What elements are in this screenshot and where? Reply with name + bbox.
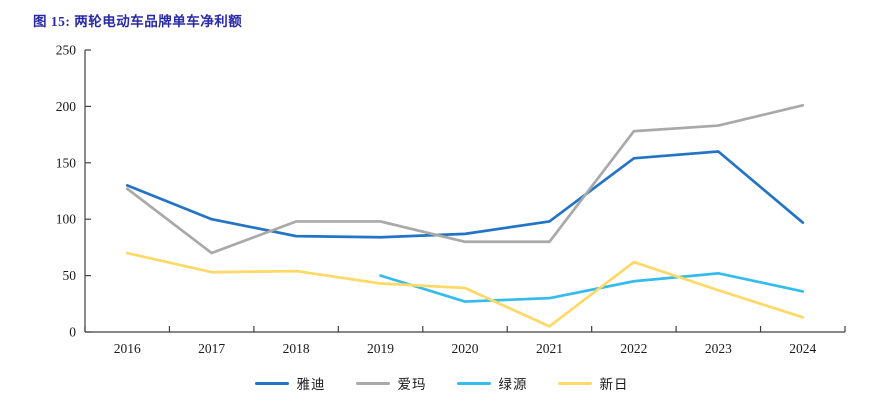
series-line-雅迪: [125, 150, 805, 239]
legend-swatch: [355, 381, 390, 385]
y-tick-label: 0: [69, 325, 76, 340]
x-tick-label: 2019: [367, 341, 394, 356]
x-tick-label: 2018: [283, 341, 310, 356]
legend-item: 雅迪: [254, 373, 326, 393]
legend-swatch: [557, 381, 592, 385]
x-tick-label: 2023: [705, 341, 732, 356]
y-tick-label: 150: [56, 155, 77, 170]
legend-item: 爱玛: [355, 373, 427, 393]
x-tick-label: 2024: [789, 341, 816, 356]
legend-swatch: [254, 381, 289, 385]
x-tick-label: 2020: [452, 341, 479, 356]
series-line-绿源: [379, 271, 805, 303]
y-tick-label: 200: [56, 99, 77, 114]
legend-label: 新日: [599, 377, 629, 392]
chart-title: 图 15: 两轮电动车品牌单车净利额: [33, 14, 243, 29]
series-line-爱玛: [125, 103, 805, 255]
x-tick-label: 2021: [536, 341, 563, 356]
y-tick-label: 100: [56, 212, 77, 227]
x-tick-label: 2022: [620, 341, 647, 356]
legend-swatch: [456, 381, 491, 385]
x-tick-label: 2016: [114, 341, 141, 356]
y-tick-label: 250: [56, 43, 77, 58]
legend-label: 雅迪: [296, 377, 326, 392]
series-line-新日: [125, 251, 805, 328]
legend-label: 爱玛: [397, 377, 427, 392]
chart-legend: 雅迪 爱玛 绿源 新日: [0, 373, 883, 393]
legend-label: 绿源: [498, 377, 528, 392]
x-tick-label: 2017: [198, 341, 225, 356]
legend-item: 新日: [557, 373, 629, 393]
y-tick-label: 50: [63, 268, 77, 283]
legend-item: 绿源: [456, 373, 528, 393]
